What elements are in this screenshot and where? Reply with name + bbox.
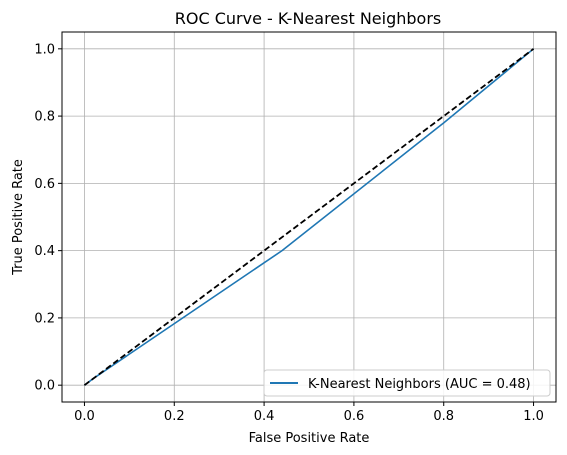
x-tick-label: 0.2 [164, 409, 185, 424]
y-tick-label: 0.0 [34, 379, 55, 394]
x-tick-label: 0.6 [344, 409, 365, 424]
x-tick-layer: 0.0 0.2 0.4 0.6 0.8 1.0 [74, 402, 544, 424]
x-tick-label: 0.0 [74, 409, 95, 424]
legend-box [263, 369, 551, 397]
legend: K-Nearest Neighbors (AUC = 0.48) [263, 369, 551, 397]
series-layer [83, 48, 535, 386]
series-line-knn [83, 48, 535, 386]
chart-title: ROC Curve - K-Nearest Neighbors [175, 9, 442, 28]
y-tick-label: 1.0 [34, 42, 55, 57]
grid-layer [62, 32, 556, 402]
x-tick-label: 1.0 [523, 409, 544, 424]
y-tick-label: 0.8 [34, 110, 55, 125]
plot-frame [61, 31, 557, 403]
x-tick-label: 0.8 [433, 409, 454, 424]
series-line-chance-diagonal [83, 48, 535, 386]
y-axis-label: True Positive Rate [11, 159, 26, 276]
x-axis-label: False Positive Rate [249, 431, 370, 446]
y-tick-label: 0.6 [34, 177, 55, 192]
y-tick-label: 0.2 [34, 311, 55, 326]
x-tick-label: 0.4 [254, 409, 275, 424]
legend-label-knn: K-Nearest Neighbors (AUC = 0.48) [308, 377, 531, 392]
y-tick-layer: 0.0 0.2 0.4 0.6 0.8 1.0 [34, 42, 62, 394]
y-tick-label: 0.4 [34, 244, 55, 259]
